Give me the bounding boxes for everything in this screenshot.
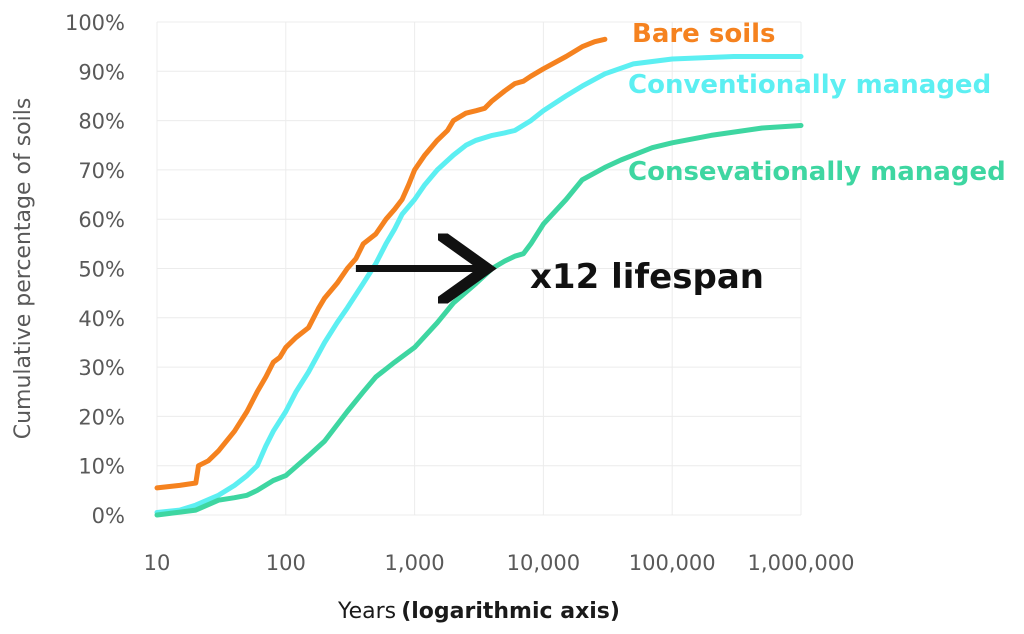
x-tick-label: 10,000 <box>507 551 580 575</box>
y-tick-label: 0% <box>92 504 125 528</box>
y-tick-label: 30% <box>78 356 125 380</box>
x-tick-label: 10 <box>144 551 171 575</box>
y-tick-label: 80% <box>78 110 125 134</box>
x-axis-label: Years (logarithmic axis) <box>337 599 620 624</box>
series-label-1: Conventionally managed <box>628 70 991 100</box>
x-axis-label-emphasis: (logarithmic axis) <box>401 599 620 624</box>
y-tick-label: 20% <box>78 405 125 429</box>
y-tick-label: 60% <box>78 208 125 232</box>
y-tick-label: 90% <box>78 60 125 84</box>
x-tick-label: 1,000 <box>385 551 445 575</box>
series-label-0: Bare soils <box>632 19 776 49</box>
series-labels: Bare soils Conventionally managed Consevat… <box>628 19 1006 187</box>
x-tick-label: 100 <box>266 551 306 575</box>
x-tick-label: 100,000 <box>629 551 716 575</box>
y-tick-label: 50% <box>78 258 125 282</box>
y-tick-label: 100% <box>65 11 125 35</box>
x-tick-label: 1,000,000 <box>748 551 855 575</box>
annotation-text: x12 lifespan <box>530 257 764 297</box>
x-axis-ticks: 10 100 1,000 10,000 100,000 1,000,000 <box>144 551 855 575</box>
x-axis-label-text: Years <box>337 599 396 624</box>
series-line-0 <box>154 36 608 491</box>
y-axis-ticks: 0% 10% 20% 30% 40% 50% 60% 70% 80% 90% 100% <box>65 11 125 528</box>
y-tick-label: 10% <box>78 455 125 479</box>
y-tick-label: 40% <box>78 307 125 331</box>
series-line-1 <box>154 54 804 515</box>
y-tick-label: 70% <box>78 159 125 183</box>
series-label-2: Consevationally managed <box>628 157 1006 187</box>
y-axis-label: Cumulative percentage of soils <box>11 98 36 440</box>
annotation: x12 lifespan <box>355 257 764 297</box>
